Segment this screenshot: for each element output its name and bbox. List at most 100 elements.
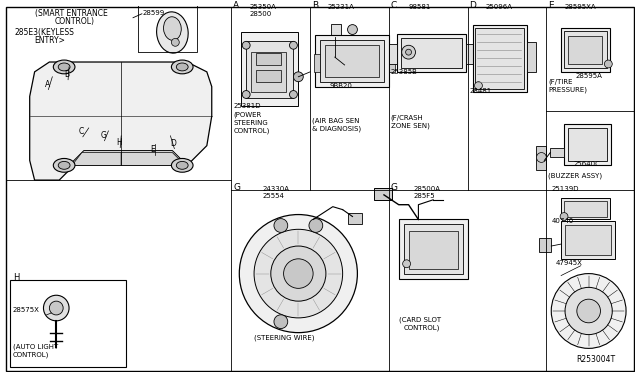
Text: B: B bbox=[312, 1, 318, 10]
Circle shape bbox=[402, 45, 415, 59]
Circle shape bbox=[551, 273, 626, 349]
Text: (F/TIRE: (F/TIRE bbox=[548, 78, 573, 85]
Bar bbox=[564, 201, 607, 217]
Text: PRESSURE): PRESSURE) bbox=[548, 86, 588, 93]
Polygon shape bbox=[69, 151, 187, 165]
Bar bbox=[466, 44, 474, 64]
Bar bbox=[374, 188, 392, 200]
Circle shape bbox=[474, 82, 483, 90]
Ellipse shape bbox=[163, 17, 181, 40]
Bar bbox=[536, 146, 547, 170]
Text: (POWER: (POWER bbox=[234, 112, 262, 118]
Ellipse shape bbox=[58, 161, 70, 169]
Circle shape bbox=[348, 25, 357, 35]
Text: (AIR BAG SEN: (AIR BAG SEN bbox=[312, 118, 360, 124]
Circle shape bbox=[271, 246, 326, 301]
Circle shape bbox=[577, 299, 600, 323]
Ellipse shape bbox=[172, 60, 193, 74]
Bar bbox=[565, 225, 611, 255]
Bar bbox=[314, 54, 320, 72]
Bar bbox=[10, 280, 126, 367]
Text: B: B bbox=[64, 70, 69, 79]
Circle shape bbox=[284, 259, 313, 288]
Bar bbox=[561, 221, 615, 259]
Bar bbox=[256, 53, 280, 65]
Text: ENTRY>: ENTRY> bbox=[35, 36, 65, 45]
Text: 25139D: 25139D bbox=[551, 186, 579, 192]
Ellipse shape bbox=[172, 158, 193, 172]
Bar bbox=[138, 0, 197, 52]
Text: (STEERING WIRE): (STEERING WIRE) bbox=[254, 334, 315, 340]
Bar bbox=[476, 28, 524, 89]
Text: 47945X: 47945X bbox=[556, 260, 583, 266]
Text: & DIAGNOSIS): & DIAGNOSIS) bbox=[312, 125, 361, 132]
Text: 28595A: 28595A bbox=[576, 73, 603, 79]
Text: G: G bbox=[100, 131, 106, 140]
Bar bbox=[256, 70, 280, 82]
Bar bbox=[331, 24, 340, 38]
Bar bbox=[399, 219, 468, 279]
Bar bbox=[389, 44, 397, 64]
Text: 9BB20: 9BB20 bbox=[330, 83, 353, 89]
Bar bbox=[564, 124, 611, 165]
Circle shape bbox=[293, 72, 303, 82]
Text: 28481: 28481 bbox=[470, 89, 492, 94]
Bar bbox=[561, 198, 611, 219]
Text: 285E3(KEYLESS: 285E3(KEYLESS bbox=[15, 28, 75, 38]
Ellipse shape bbox=[177, 161, 188, 169]
Bar bbox=[568, 128, 607, 161]
Text: (AUTO LIGHT: (AUTO LIGHT bbox=[13, 344, 58, 350]
Polygon shape bbox=[29, 62, 212, 180]
Bar bbox=[404, 224, 463, 273]
Text: 98581: 98581 bbox=[408, 4, 431, 10]
Text: 28500A: 28500A bbox=[413, 186, 440, 192]
Text: A: A bbox=[234, 1, 239, 10]
Circle shape bbox=[289, 90, 298, 99]
Bar bbox=[241, 32, 298, 106]
Text: C: C bbox=[391, 1, 397, 10]
Circle shape bbox=[239, 215, 357, 333]
Circle shape bbox=[44, 295, 69, 321]
Text: (BUZZER ASSY): (BUZZER ASSY) bbox=[548, 173, 602, 179]
Bar bbox=[246, 41, 293, 99]
Circle shape bbox=[406, 49, 412, 55]
Circle shape bbox=[243, 90, 250, 99]
Bar bbox=[320, 41, 384, 82]
Text: (SMART ENTRANCE: (SMART ENTRANCE bbox=[35, 9, 108, 18]
Text: 28575X: 28575X bbox=[13, 307, 40, 313]
Bar bbox=[389, 54, 395, 72]
Text: STEERING: STEERING bbox=[234, 120, 268, 126]
Bar bbox=[325, 45, 379, 77]
Text: 28599: 28599 bbox=[143, 10, 165, 16]
Circle shape bbox=[536, 153, 547, 163]
Text: 25231A: 25231A bbox=[328, 4, 355, 10]
Polygon shape bbox=[121, 153, 185, 165]
Bar bbox=[348, 212, 362, 224]
Bar bbox=[315, 35, 389, 87]
Circle shape bbox=[243, 41, 250, 49]
Text: G: G bbox=[234, 183, 241, 192]
Ellipse shape bbox=[177, 63, 188, 71]
Bar bbox=[408, 231, 458, 269]
Ellipse shape bbox=[53, 60, 75, 74]
Text: E: E bbox=[548, 1, 554, 10]
Bar bbox=[550, 148, 564, 157]
Text: CONTROL): CONTROL) bbox=[13, 352, 49, 358]
Circle shape bbox=[254, 229, 342, 318]
Text: 24330A: 24330A bbox=[263, 186, 290, 192]
Text: CONTROL): CONTROL) bbox=[54, 17, 94, 26]
Text: CONTROL): CONTROL) bbox=[234, 127, 270, 134]
Text: 40740: 40740 bbox=[551, 218, 573, 224]
Text: 25640C: 25640C bbox=[574, 161, 601, 167]
Text: CONTROL): CONTROL) bbox=[404, 324, 440, 331]
Text: 25554: 25554 bbox=[263, 193, 285, 199]
Text: ZONE SEN): ZONE SEN) bbox=[391, 122, 429, 129]
Text: A: A bbox=[44, 80, 50, 89]
Bar bbox=[561, 28, 611, 72]
Circle shape bbox=[172, 38, 179, 46]
Text: C: C bbox=[79, 127, 84, 136]
Circle shape bbox=[49, 301, 63, 315]
Text: 25381D: 25381D bbox=[234, 103, 261, 109]
Bar bbox=[472, 25, 527, 92]
Text: 28500: 28500 bbox=[249, 11, 271, 17]
